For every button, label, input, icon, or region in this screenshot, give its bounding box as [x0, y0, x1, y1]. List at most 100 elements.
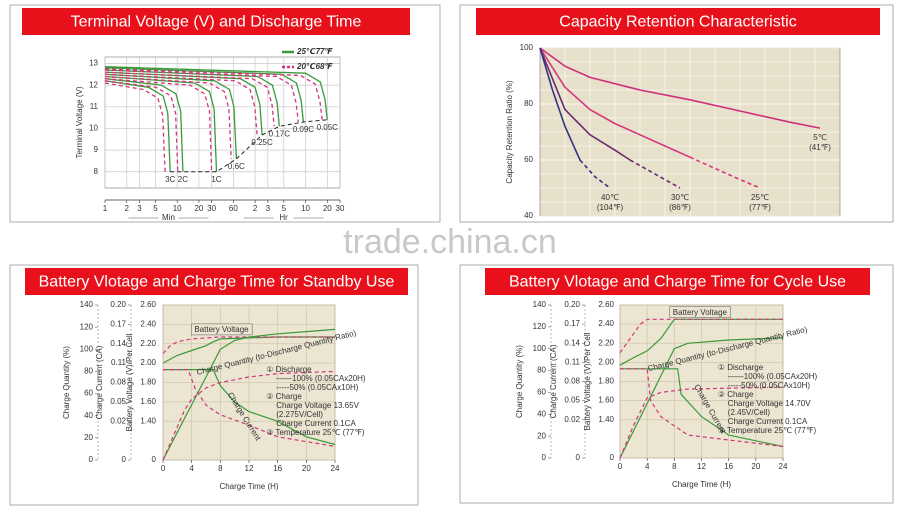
- data-line: [539, 47, 611, 189]
- y-tick-label: 100: [520, 43, 534, 52]
- data-line: [162, 328, 336, 461]
- y-axis-title: Charge Current (CA): [549, 344, 558, 418]
- x-tick-label: 20: [194, 204, 203, 213]
- data-line: [620, 368, 784, 448]
- series-label: 40℃: [601, 193, 619, 202]
- x-tick-label: 0: [618, 462, 623, 471]
- x-unit-label: Min: [162, 213, 175, 222]
- x-unit-label: Hr: [279, 213, 288, 222]
- y-tick-label: 2.20: [140, 339, 156, 348]
- y-tick-label: 80: [84, 367, 93, 376]
- note-line: -----50% (0.05CAx10H): [276, 383, 359, 392]
- y-tick-label: 1.80: [140, 378, 156, 387]
- y-tick-label: 60: [524, 155, 533, 164]
- x-tick-label: 2: [253, 204, 258, 213]
- data-line: [162, 336, 335, 354]
- y-axis-title: Battery Voltage (V)/Per Cell: [583, 332, 592, 430]
- chart-title: Battery Vlotage and Charge Time for Cycl…: [509, 274, 846, 291]
- x-tick-label: 1: [103, 204, 108, 213]
- y-tick-label: 40: [537, 409, 546, 418]
- series-sublabel: (104℉): [597, 203, 624, 212]
- y-axis-title: Charge Current (CA): [95, 345, 104, 419]
- x-tick-label: 30: [336, 204, 345, 213]
- data-line: [104, 82, 166, 172]
- y-tick-label: 80: [537, 366, 546, 375]
- legend-label: 20℃68℉: [296, 62, 333, 71]
- y-tick-label: 0: [89, 455, 94, 464]
- x-tick-label: 0: [161, 464, 166, 473]
- curve-label: 3C: [165, 175, 175, 184]
- x-tick-label: 8: [218, 464, 223, 473]
- data-line: [619, 386, 784, 459]
- data-line: [619, 318, 783, 354]
- y-tick-label: 1.60: [140, 397, 156, 406]
- curve-label: 1C: [211, 175, 221, 184]
- x-tick-label: 10: [173, 204, 182, 213]
- x-tick-label: 30: [207, 204, 216, 213]
- y-tick-label: 2.00: [598, 357, 614, 366]
- series-sublabel: (41℉): [809, 143, 831, 152]
- x-tick-label: 5: [153, 204, 158, 213]
- curve-label: 0.25C: [251, 138, 273, 147]
- y-tick-label: 1.60: [598, 396, 614, 405]
- y-tick-label: 60: [537, 388, 546, 397]
- x-tick-label: 5: [282, 204, 287, 213]
- y-tick-label: 0.20: [564, 300, 580, 309]
- y-tick-label: 11: [90, 102, 99, 111]
- title-banner: [22, 8, 410, 35]
- note-line: ③ Temperature 25℃ (77℉): [718, 426, 817, 435]
- note-line: (2.275V/Cell): [276, 410, 323, 419]
- y-tick-label: 0: [122, 455, 127, 464]
- data-line: [104, 75, 232, 159]
- y-tick-label: 2.40: [140, 319, 156, 328]
- y-axis-title: Charge Quantity (%): [515, 345, 524, 418]
- annotation: Battery Voltage: [194, 325, 249, 334]
- note-line: ① Discharge: [718, 363, 764, 372]
- series-sublabel: (77℉): [749, 203, 771, 212]
- note-line: Charge Voltage 13.65V: [276, 401, 359, 410]
- chart-title: Terminal Voltage (V) and Discharge Time: [71, 14, 362, 31]
- y-tick-label: 10: [89, 124, 98, 133]
- note-line: -----50% (0.05CAx10H): [728, 381, 811, 390]
- note-line: ① Discharge: [266, 365, 312, 374]
- y-tick-label: 100: [533, 344, 547, 353]
- y-axis-title: Capacity Retention Ratio (%): [505, 80, 514, 183]
- y-tick-label: 0.14: [564, 338, 580, 347]
- x-tick-label: 24: [779, 462, 788, 471]
- y-tick-label: 0.14: [110, 339, 126, 348]
- y-tick-label: 120: [80, 322, 94, 331]
- watermark: trade.china.cn: [343, 223, 557, 261]
- note-line: Charge Voltage 14.70V: [728, 399, 811, 408]
- legend-label: 25℃77℉: [296, 47, 333, 56]
- x-tick-label: 20: [302, 464, 311, 473]
- series-label: 5℃: [813, 133, 826, 142]
- data-line: [539, 47, 761, 189]
- data-line: [104, 71, 275, 127]
- data-line: [104, 68, 323, 120]
- x-axis-title: Charge Time (H): [672, 480, 731, 489]
- y-tick-label: 40: [524, 211, 533, 220]
- curve-label: 0.17C: [269, 129, 291, 138]
- y-tick-label: 1.40: [140, 416, 156, 425]
- data-line: [104, 69, 299, 123]
- y-tick-label: 0.02: [110, 416, 126, 425]
- x-axis-title: Charge Time (H): [219, 482, 278, 491]
- x-tick-label: 60: [229, 204, 238, 213]
- y-tick-label: 40: [84, 411, 93, 420]
- annotation-box: [669, 306, 731, 319]
- data-line: [163, 369, 336, 447]
- x-tick-label: 4: [645, 462, 650, 471]
- y-axis-title: Charge Quantity (%): [62, 346, 71, 419]
- note-line: ③ Temperature 25℃ (77℉): [266, 428, 365, 437]
- data-line: [539, 47, 681, 189]
- y-tick-label: 0.08: [564, 377, 580, 386]
- curve-label: 0.09C: [293, 125, 315, 134]
- note-line: ② Charge: [718, 390, 754, 399]
- x-tick-label: 2: [125, 204, 130, 213]
- y-tick-label: 12: [89, 80, 98, 89]
- data-line: [619, 318, 783, 366]
- y-tick-label: 140: [80, 300, 94, 309]
- y-tick-label: 0: [542, 453, 547, 462]
- data-line: [104, 67, 305, 123]
